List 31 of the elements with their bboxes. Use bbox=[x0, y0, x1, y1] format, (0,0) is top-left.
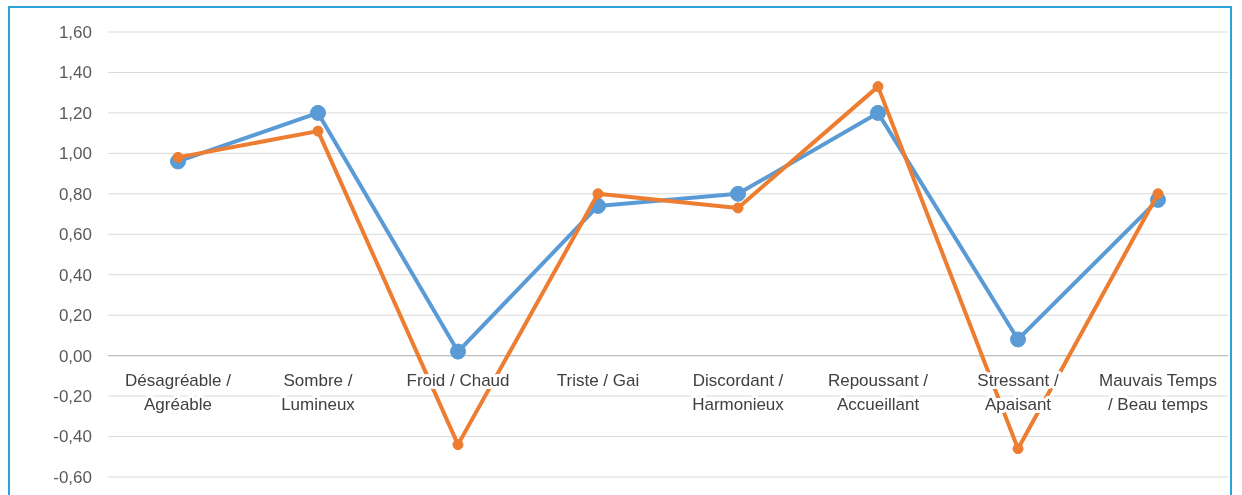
point bbox=[172, 151, 184, 163]
point bbox=[732, 202, 744, 214]
point bbox=[312, 125, 324, 137]
point bbox=[1152, 188, 1164, 200]
x-tick-label: Désagréable / Agréable bbox=[125, 370, 232, 414]
point bbox=[1010, 331, 1026, 348]
point bbox=[730, 185, 746, 202]
x-tick-label: Triste / Gai bbox=[556, 370, 640, 390]
y-tick-label: 1,60 bbox=[58, 22, 92, 42]
y-tick-label: -0,60 bbox=[53, 467, 92, 487]
y-tick-label: 0,00 bbox=[58, 346, 92, 366]
y-tick-label: -0,20 bbox=[53, 387, 92, 407]
point bbox=[1012, 443, 1024, 455]
x-tick-label: Sombre / Lumineux bbox=[281, 370, 356, 414]
x-tick-label: Mauvais Temps / Beau temps bbox=[1099, 370, 1217, 414]
point bbox=[870, 104, 886, 121]
y-tick-label: 1,20 bbox=[58, 103, 92, 123]
x-tick-label: Discordant / Harmonieux bbox=[692, 370, 785, 414]
y-tick-label: 0,60 bbox=[58, 225, 92, 245]
y-tick-label: 0,40 bbox=[58, 265, 92, 285]
y-tick-label: 1,40 bbox=[58, 63, 92, 83]
x-tick-label: Repoussant / Accueillant bbox=[827, 370, 929, 414]
point bbox=[310, 104, 326, 121]
point bbox=[452, 439, 464, 451]
point bbox=[592, 188, 604, 200]
y-tick-label: -0,40 bbox=[53, 427, 92, 447]
y-tick-label: 1,00 bbox=[58, 144, 92, 164]
point bbox=[450, 343, 466, 360]
y-tick-label: 0,20 bbox=[58, 306, 92, 326]
y-tick-label: 0,80 bbox=[58, 184, 92, 204]
point bbox=[872, 81, 884, 93]
